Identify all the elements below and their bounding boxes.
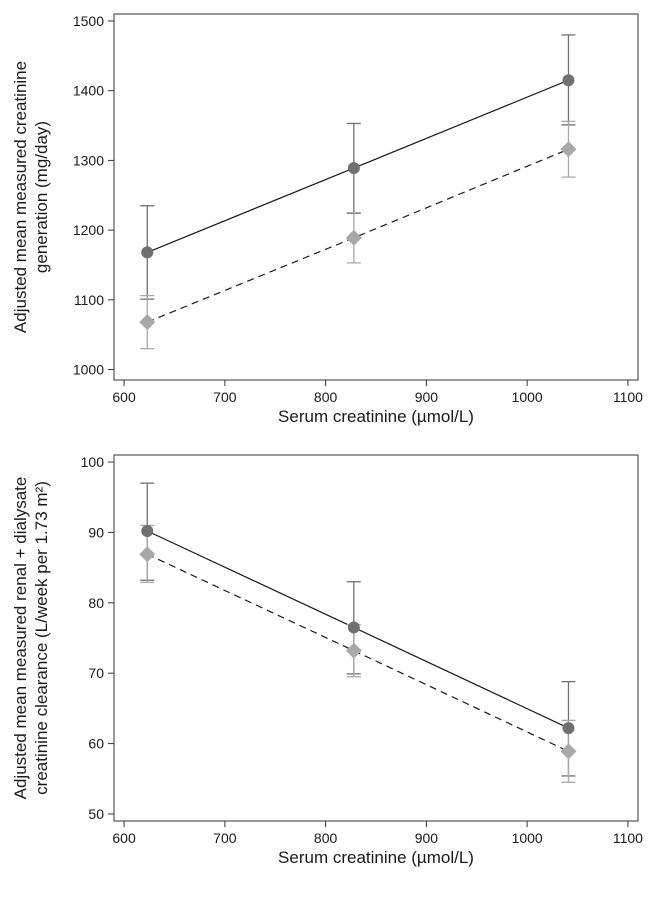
series-1-point [141,525,154,538]
y-tick-label: 60 [88,736,104,752]
x-tick-label: 900 [415,830,439,846]
y-axis-label-line-1: Adjusted mean measured renal + dialysate [11,477,30,800]
y-tick-label: 70 [88,665,104,681]
series-1-point [141,246,154,259]
y-tick-label: 1100 [74,292,104,308]
y-axis-label-line-2: generation (mg/day) [32,121,51,273]
series-1-point [562,74,575,87]
y-tick-label: 100 [81,454,105,470]
y-tick-label: 1400 [73,83,104,99]
y-tick-label: 1300 [73,152,104,168]
x-tick-label: 600 [112,830,136,846]
x-axis-label: Serum creatinine (µmol/L) [278,407,474,426]
series-1-point [347,162,360,175]
y-tick-label: 80 [88,595,104,611]
x-tick-label: 1000 [512,830,543,846]
x-tick-label: 900 [415,389,439,405]
plot-frame [113,454,639,822]
series-2-point [560,743,577,760]
y-tick-label: 1200 [73,222,104,238]
y-tick-label: 90 [88,524,104,540]
x-tick-label: 700 [213,389,237,405]
series-2-line [147,148,569,323]
y-tick-label: 50 [88,806,104,822]
series-2-point [560,141,577,158]
chart-panel-1: 600 700 800 900 1000 1100 1000 1100 1200 1300 1400… [11,13,643,426]
y-axis-label-line-1: Adjusted mean measured creatinine [11,61,30,333]
x-tick-label: 600 [112,389,136,405]
series-1-point [347,621,360,634]
x-axis-label: Serum creatinine (µmol/L) [278,848,474,867]
chart-panel-2: 600 700 800 900 1000 1100 50 60 70 80 90 100 Serum c… [11,454,643,867]
series-2-point [139,314,156,331]
series-1-point [562,722,575,735]
series-2-point [139,546,156,563]
x-tick-label: 1000 [512,389,543,405]
plot-frame [113,13,639,381]
x-tick-label: 1100 [613,830,643,846]
y-axis-label-line-2: creatinine clearance (L/week per 1.73 m²… [32,481,51,795]
x-tick-label: 800 [314,389,338,405]
series-2-line [147,553,569,752]
y-tick-label: 1000 [73,362,104,378]
series-2-point [345,642,362,659]
x-tick-label: 1100 [613,389,643,405]
y-tick-label: 1500 [73,13,104,29]
x-tick-label: 700 [213,830,237,846]
x-tick-label: 800 [314,830,338,846]
series-2-point [345,229,362,246]
